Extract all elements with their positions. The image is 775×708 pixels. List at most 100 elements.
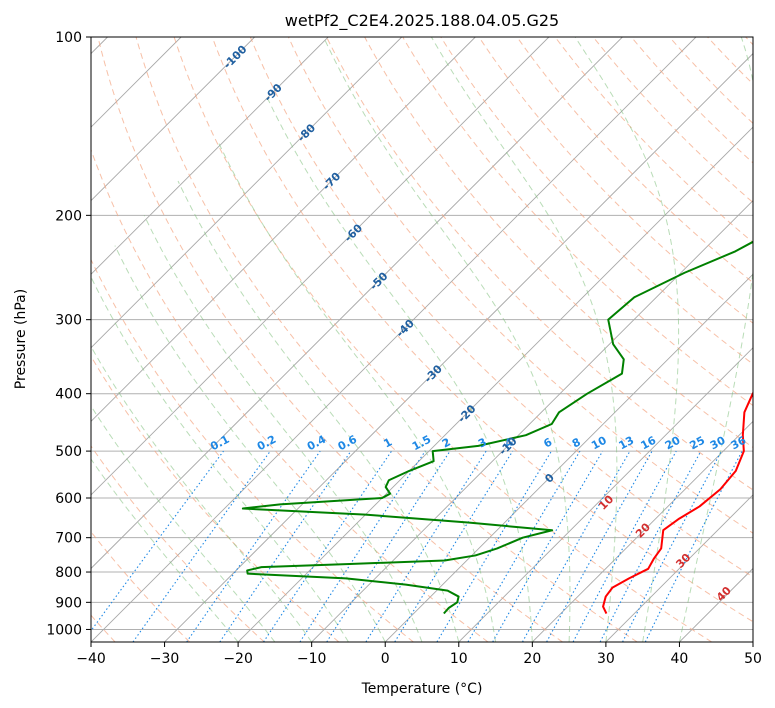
mixing-ratio-line: [599, 450, 702, 642]
moist-adiabat-line: [114, 245, 386, 642]
mixing-ratio-label: 16: [639, 434, 659, 453]
moist-adiabat-line: [323, 37, 571, 642]
dry-adiabat-label: 40: [714, 584, 734, 604]
dry-adiabat-line: [91, 148, 489, 642]
dry-adiabat-line: [669, 37, 753, 125]
dry-adiabat-line: [364, 37, 753, 449]
x-tick-label: 0: [381, 651, 390, 667]
x-axis-ticks: −40 −30 −20 −10 0 10 20 30 40 50: [76, 642, 762, 667]
isotherm-line: [679, 567, 753, 642]
moist-adiabat-line: [265, 94, 533, 642]
plot-frame: [90, 36, 754, 643]
y-axis-ticks: 100 200 300 400 500 600 700 800 900 1000: [46, 30, 91, 638]
moist-adiabat-line: [91, 458, 239, 642]
x-tick-label: 10: [450, 651, 468, 667]
dry-adiabat-line: [91, 258, 414, 642]
sounding-lines: [241, 240, 753, 615]
y-tick-label: 100: [55, 30, 82, 46]
moist-adiabat-line: [91, 345, 313, 642]
moist-adiabat-line: [91, 405, 276, 642]
mixing-ratio-line: [467, 450, 581, 642]
isotherm-line: [532, 420, 753, 642]
dry-adiabat-line: [707, 37, 753, 85]
moist-adiabat-line: [177, 180, 460, 642]
isotherm-line: [237, 126, 753, 642]
mixing-ratio-line: [91, 450, 224, 632]
mixing-ratio-line: [394, 450, 514, 642]
mixing-ratio-label: 30: [708, 434, 728, 453]
mixing-ratio-line: [436, 450, 552, 642]
isotherm-line: [91, 37, 255, 202]
x-tick-label: −10: [297, 651, 327, 667]
mixing-ratio-line: [219, 450, 352, 642]
mixing-ratio-label: 36: [729, 434, 749, 453]
y-tick-label: 500: [55, 444, 82, 460]
y-tick-label: 300: [55, 313, 82, 329]
isotherm-line: [91, 37, 550, 496]
dry-adiabat-line: [516, 37, 753, 284]
x-tick-label: 50: [744, 651, 762, 667]
x-tick-label: −20: [223, 651, 253, 667]
dry-adiabat-line: [402, 37, 753, 407]
isotherm-label: -50: [367, 269, 390, 292]
dry-adiabat-line: [91, 445, 265, 642]
mixing-ratio-line: [546, 450, 653, 642]
dry-adiabat-line: [287, 37, 753, 534]
x-axis-label: Temperature (°C): [361, 681, 483, 697]
mixing-ratio-label: 6: [541, 435, 554, 450]
dry-adiabat-line: [554, 37, 753, 244]
dry-adiabat-line: [326, 37, 753, 491]
x-tick-label: 30: [597, 651, 615, 667]
mixing-ratio-line: [572, 450, 677, 642]
mixing-ratio-label: 0.1: [208, 433, 231, 454]
moist-adiabat-line: [430, 37, 618, 642]
isotherm-line: [91, 37, 697, 642]
isotherm-line: [311, 200, 753, 642]
y-tick-label: 700: [55, 531, 82, 547]
mixing-ratio-line: [263, 450, 392, 642]
moist-adiabat-line: [678, 37, 753, 642]
isotherm-label: -20: [455, 402, 478, 425]
x-tick-label: 40: [671, 651, 689, 667]
dry-adiabat-line: [211, 37, 753, 623]
isotherm-label: -90: [262, 81, 285, 104]
isotherm-label: -70: [320, 169, 343, 192]
dry-adiabat-label: 10: [596, 492, 616, 512]
y-tick-label: 1000: [46, 622, 82, 638]
x-tick-label: −30: [150, 651, 180, 667]
mixing-ratio-line: [299, 450, 426, 642]
dry-adiabat-line: [91, 355, 340, 642]
isotherm-label: -100: [221, 43, 250, 72]
mixing-ratio-line: [644, 450, 743, 642]
isotherm-label: -60: [342, 221, 365, 244]
mixing-ratio-line: [132, 450, 271, 642]
dry-adiabat-line: [135, 37, 638, 642]
isotherm-line: [752, 641, 753, 642]
dry-adiabat-line: [97, 37, 563, 642]
mixing-ratio-label: 0.4: [305, 433, 329, 454]
dry-adiabat-line: [592, 37, 753, 204]
moist-adiabat-line: [217, 141, 497, 642]
y-tick-label: 200: [55, 208, 82, 224]
dewpoint-line: [241, 240, 753, 615]
isotherm-label: 0: [542, 471, 557, 486]
y-tick-label: 800: [55, 565, 82, 581]
dry-adiabat-line: [745, 37, 753, 46]
chart-title: wetPf2_C2E4.2025.188.04.05.G25: [285, 11, 559, 31]
isotherm-label: -80: [295, 121, 318, 144]
mixing-ratio-label: 20: [663, 434, 683, 453]
y-tick-label: 900: [55, 595, 82, 611]
isotherm-line: [91, 37, 329, 275]
mixing-ratio-label: 25: [687, 434, 707, 453]
isotherm-line: [605, 494, 753, 642]
mixing-ratio-label: 0.2: [255, 433, 278, 454]
y-axis-label: Pressure (hPa): [13, 289, 29, 389]
moist-adiabat-line: [574, 37, 680, 642]
dry-adiabat-line: [249, 37, 753, 578]
mixing-ratio-line: [521, 450, 631, 642]
mixing-ratio-label: 1: [381, 435, 394, 450]
dry-adiabat-line: [630, 37, 753, 164]
y-tick-label: 400: [55, 387, 82, 403]
isotherm-line: [91, 37, 403, 349]
